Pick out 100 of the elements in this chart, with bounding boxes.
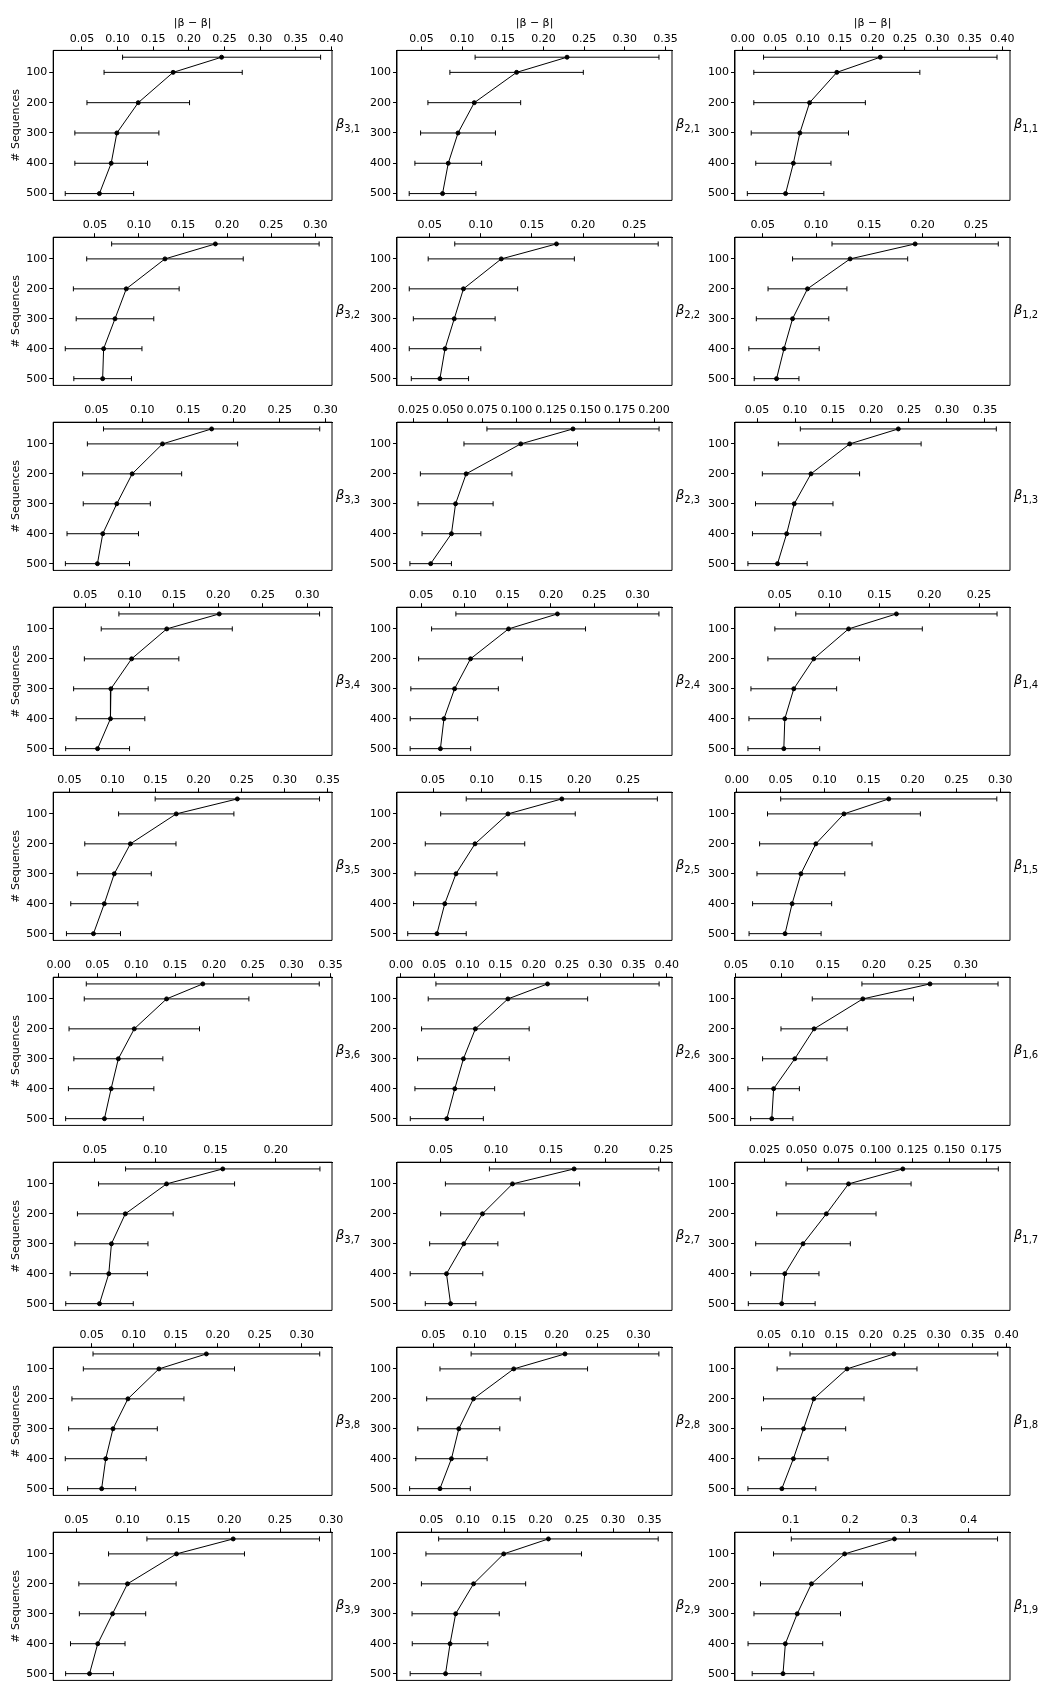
x-tick-label: 0.15	[856, 773, 881, 787]
x-tick-label: 0.15	[519, 218, 545, 232]
y-tick-label: 500	[370, 371, 391, 385]
y-tick-label: 200	[370, 1021, 391, 1035]
x-tick-label: 0.05	[85, 958, 110, 972]
x-tick-label: 0.20	[521, 958, 547, 972]
y-tick-label: 300	[708, 681, 729, 695]
y-tick-label: 300	[708, 866, 729, 880]
y-tick-label: 100	[708, 65, 729, 79]
y-tick-label: 400	[370, 156, 391, 170]
x-tick-label: 0.25	[258, 218, 284, 232]
x-tick-label: 0.40	[319, 31, 344, 45]
y-tick-label: 200	[26, 836, 48, 850]
text: β$_{2,7}$	[676, 1227, 701, 1247]
x-tick-label: 0.05	[767, 588, 793, 602]
x-tick-label: 0.050	[432, 403, 464, 417]
text: β$_{3,2}$	[336, 302, 361, 322]
y-tick-label: 400	[370, 1636, 391, 1650]
x-tick-label: 0.25	[571, 31, 597, 45]
text: β$_{2,6}$	[676, 1042, 701, 1062]
y-tick-label: 500	[370, 1666, 391, 1680]
y-tick-label: 300	[708, 1236, 729, 1250]
x-tick-label: 0.05	[420, 773, 446, 787]
x-tick-label: 0.2	[841, 1513, 859, 1527]
x-tick-label: 0.20	[221, 403, 247, 417]
y-tick-label: 400	[26, 1451, 48, 1465]
x-tick-label: 0.10	[803, 218, 829, 232]
y-tick-label: 100	[26, 1361, 48, 1375]
y-tick-label: 200	[708, 651, 729, 665]
x-tick-label: 0.05	[64, 1513, 89, 1527]
y-tick-label: 100	[26, 1546, 48, 1560]
x-tick-label: 0.20	[910, 218, 935, 232]
y-tick-label: 100	[708, 251, 729, 265]
x-tick-label: 0.15	[503, 1328, 528, 1342]
text: β$_{1,7}$	[1014, 1227, 1039, 1247]
x-tick-label: 0.35	[653, 31, 678, 45]
y-tick-label: 500	[26, 186, 48, 200]
y-tick-label: 400	[370, 1081, 391, 1095]
y-tick-label: 500	[708, 926, 729, 940]
y-tick-label: 200	[708, 1576, 729, 1590]
y-tick-label: 500	[26, 1481, 48, 1495]
x-tick-label: 0.15	[488, 958, 513, 972]
x-tick-label: 0.075	[466, 403, 498, 417]
y-tick-label: 300	[370, 866, 391, 880]
x-tick-label: 0.20	[201, 958, 227, 972]
x-tick-label: 0.20	[216, 1513, 242, 1527]
x-tick-label: 0.05	[69, 31, 95, 45]
y-tick-label: 300	[370, 311, 391, 325]
x-tick-label: 0.35	[315, 773, 340, 787]
x-tick-label: 0.05	[723, 958, 749, 972]
y-tick-label: 100	[26, 251, 48, 265]
x-tick-label: 0.10	[121, 1328, 147, 1342]
x-tick-label: 0.30	[279, 958, 304, 972]
y-tick-label: 100	[370, 1361, 391, 1375]
y-tick-label: 200	[370, 466, 391, 480]
x-tick-label: 0.20	[567, 773, 592, 787]
x-tick-label: 0.20	[861, 958, 887, 972]
y-axis-title: # Sequences	[9, 274, 23, 348]
y-tick-label: 400	[370, 1451, 391, 1465]
y-tick-label: 200	[708, 1206, 729, 1220]
text: β$_{2,5}$	[676, 857, 701, 877]
x-tick-label: 0.10	[100, 773, 125, 787]
y-tick-label: 400	[370, 341, 391, 355]
text: β$_{3,4}$	[336, 672, 361, 692]
y-tick-label: 200	[370, 836, 391, 850]
x-tick-label: 0.30	[625, 588, 650, 602]
text: β$_{3,1}$	[336, 116, 361, 136]
y-tick-label: 400	[708, 711, 729, 725]
text: β$_{1,8}$	[1014, 1412, 1039, 1432]
x-tick-label: 0.20	[186, 773, 211, 787]
x-tick-label: 0.15	[815, 958, 841, 972]
y-tick-label: 500	[708, 1296, 729, 1310]
x-tick-label: 0.05	[417, 218, 442, 232]
x-tick-label: 0.3	[900, 1513, 918, 1527]
x-tick-label: 0.25	[648, 1143, 674, 1157]
x-tick-label: 0.175	[604, 403, 636, 417]
y-tick-label: 300	[26, 866, 48, 880]
x-tick-label: 0.30	[926, 1328, 951, 1342]
y-tick-label: 100	[370, 621, 391, 635]
y-tick-label: 400	[708, 1081, 729, 1095]
y-tick-label: 100	[370, 1176, 391, 1190]
x-tick-label: 0.35	[637, 1513, 662, 1527]
text: β$_{3,6}$	[336, 1042, 361, 1062]
y-tick-label: 400	[708, 1636, 729, 1650]
x-tick-label: 0.05	[428, 1143, 454, 1157]
y-tick-label: 100	[370, 991, 391, 1005]
y-tick-label: 500	[708, 186, 729, 200]
x-tick-label: 0.05	[756, 1328, 782, 1342]
x-tick-label: 0.30	[953, 958, 979, 972]
x-tick-label: 0.25	[267, 1513, 293, 1527]
text: β$_{2,1}$	[676, 116, 701, 136]
x-tick-label: 0.10	[462, 1328, 487, 1342]
x-tick-label: 0.15	[161, 588, 187, 602]
text: β$_{1,9}$	[1014, 1597, 1039, 1617]
x-tick-label: 0.25	[944, 773, 969, 787]
y-tick-label: 300	[26, 125, 48, 139]
x-tick-label: 0.10	[469, 773, 495, 787]
y-tick-label: 100	[26, 65, 48, 79]
y-tick-label: 200	[26, 1576, 48, 1590]
y-tick-label: 500	[26, 1666, 48, 1680]
